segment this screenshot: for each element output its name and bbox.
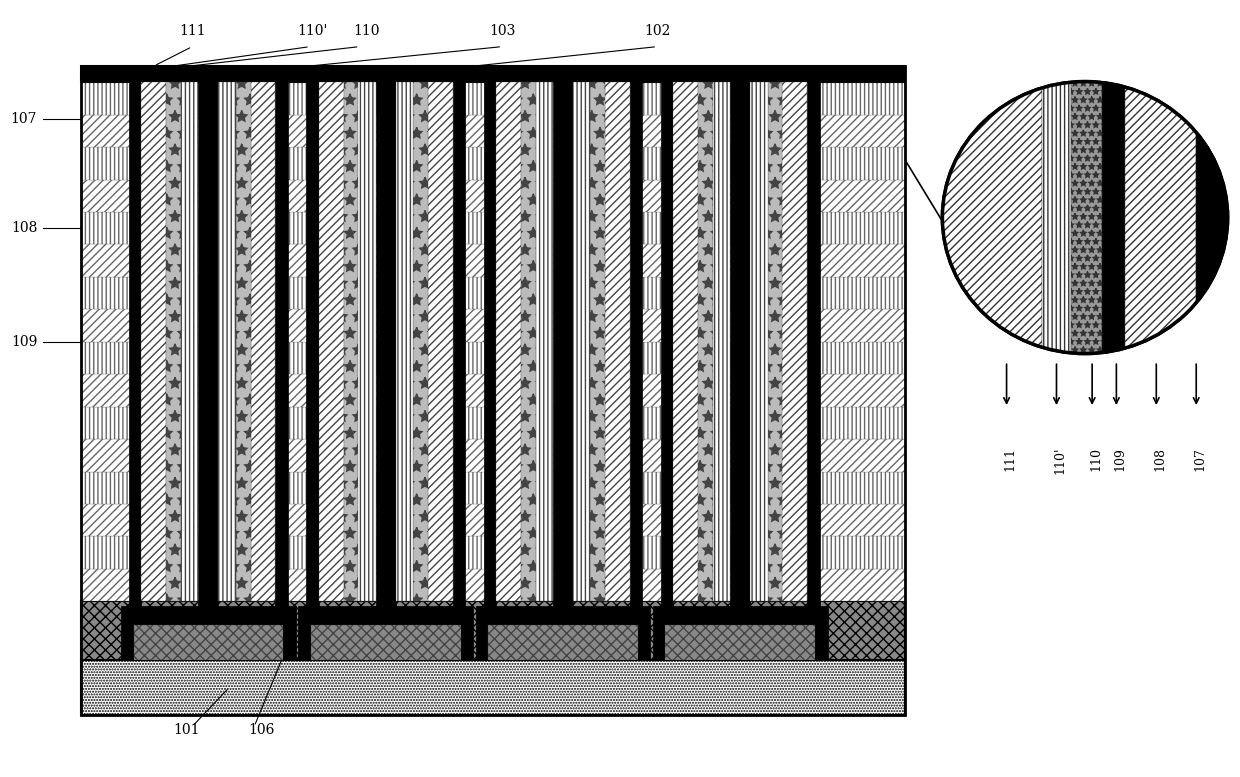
Text: 110: 110 bbox=[353, 24, 379, 38]
Bar bbox=[141, 82, 166, 601]
Bar bbox=[413, 82, 428, 601]
Bar bbox=[673, 82, 698, 601]
Bar bbox=[358, 82, 376, 601]
Bar bbox=[81, 569, 905, 601]
Bar bbox=[1125, 82, 1197, 354]
Bar bbox=[476, 606, 650, 660]
Text: 108: 108 bbox=[11, 221, 37, 235]
Bar bbox=[590, 82, 605, 601]
Bar bbox=[428, 82, 453, 601]
Bar bbox=[81, 439, 905, 472]
Bar bbox=[81, 342, 905, 375]
Text: 106: 106 bbox=[248, 723, 274, 737]
Bar bbox=[81, 601, 905, 660]
Bar bbox=[81, 179, 905, 212]
Bar bbox=[134, 625, 283, 660]
Text: 110: 110 bbox=[1090, 447, 1102, 471]
Bar bbox=[730, 66, 750, 607]
Bar bbox=[319, 82, 343, 601]
Text: 107: 107 bbox=[1193, 447, 1207, 471]
Bar bbox=[166, 82, 181, 601]
Bar bbox=[768, 82, 782, 601]
Text: 109: 109 bbox=[1114, 447, 1127, 471]
Bar bbox=[81, 245, 905, 277]
Bar bbox=[942, 82, 1042, 354]
Text: 110': 110' bbox=[1054, 447, 1066, 474]
Bar bbox=[250, 82, 275, 601]
Bar bbox=[81, 115, 905, 147]
Bar bbox=[1042, 82, 1071, 354]
Bar bbox=[573, 82, 590, 601]
Bar bbox=[81, 504, 905, 536]
Bar bbox=[81, 277, 905, 309]
Text: 108: 108 bbox=[1153, 447, 1167, 471]
Bar bbox=[489, 625, 637, 660]
Bar bbox=[218, 82, 236, 601]
Bar bbox=[1102, 82, 1125, 354]
Bar bbox=[661, 66, 673, 607]
Bar bbox=[81, 66, 905, 715]
Bar bbox=[698, 82, 713, 601]
Text: 111: 111 bbox=[1004, 447, 1017, 471]
Bar bbox=[81, 66, 905, 82]
Text: 107: 107 bbox=[11, 112, 37, 126]
Bar bbox=[653, 606, 827, 660]
Bar bbox=[81, 82, 905, 115]
Bar bbox=[81, 375, 905, 406]
Bar bbox=[81, 660, 905, 715]
Bar bbox=[122, 606, 295, 660]
Bar bbox=[275, 66, 288, 607]
Bar bbox=[605, 82, 630, 601]
Bar bbox=[306, 66, 319, 607]
Bar bbox=[198, 66, 218, 607]
Bar bbox=[81, 212, 905, 245]
Bar bbox=[81, 472, 905, 504]
Bar bbox=[343, 82, 358, 601]
Bar bbox=[81, 309, 905, 342]
Bar bbox=[376, 66, 396, 607]
Bar bbox=[396, 82, 413, 601]
Bar bbox=[1197, 82, 1228, 354]
Bar bbox=[129, 66, 141, 607]
Bar bbox=[236, 82, 250, 601]
Bar bbox=[81, 406, 905, 439]
Bar bbox=[630, 66, 642, 607]
Bar bbox=[311, 625, 460, 660]
Bar bbox=[782, 82, 807, 601]
Bar bbox=[750, 82, 768, 601]
Bar bbox=[666, 625, 815, 660]
Bar bbox=[713, 82, 730, 601]
Bar bbox=[81, 147, 905, 179]
Bar bbox=[496, 82, 521, 601]
Ellipse shape bbox=[942, 82, 1228, 354]
Text: 101: 101 bbox=[174, 723, 200, 737]
Text: 109: 109 bbox=[11, 335, 37, 349]
Text: 110': 110' bbox=[298, 24, 327, 38]
Bar bbox=[299, 606, 472, 660]
Text: 102: 102 bbox=[645, 24, 671, 38]
Bar bbox=[1071, 82, 1102, 354]
Bar bbox=[536, 82, 553, 601]
Bar bbox=[521, 82, 536, 601]
Bar bbox=[807, 66, 820, 607]
Bar bbox=[453, 66, 465, 607]
Text: 103: 103 bbox=[490, 24, 516, 38]
Bar bbox=[181, 82, 198, 601]
Bar bbox=[553, 66, 573, 607]
Bar bbox=[81, 536, 905, 569]
Text: 111: 111 bbox=[180, 24, 206, 38]
Bar bbox=[484, 66, 496, 607]
